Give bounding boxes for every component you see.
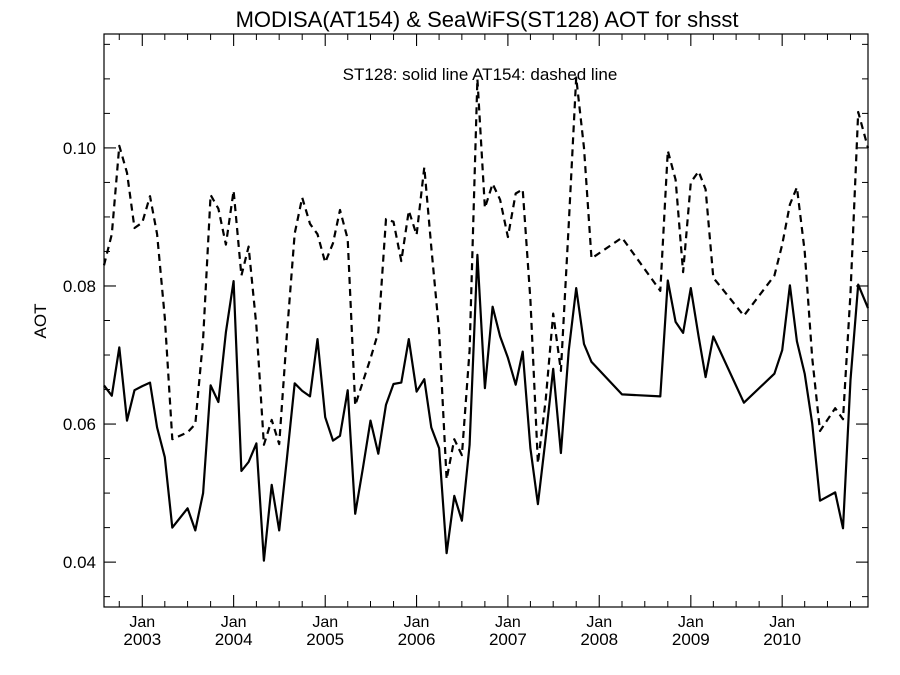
series-line-st128 <box>103 253 870 562</box>
y-axis-label: AOT <box>31 304 50 339</box>
x-tick-year-label: 2010 <box>763 630 801 649</box>
y-tick-label: 0.08 <box>63 277 96 296</box>
x-tick-month-label: Jan <box>221 614 247 631</box>
tick-labels: 0.040.060.080.10Jan2003Jan2004Jan2005Jan… <box>63 139 801 649</box>
x-tick-month-label: Jan <box>404 614 430 631</box>
x-tick-year-label: 2007 <box>489 630 527 649</box>
y-tick-label: 0.10 <box>63 139 96 158</box>
chart-title: MODISA(AT154) & SeaWiFS(ST128) AOT for s… <box>236 7 739 32</box>
x-tick-year-label: 2009 <box>672 630 710 649</box>
series-lines <box>102 76 870 562</box>
y-tick-label: 0.06 <box>63 415 96 434</box>
x-tick-month-label: Jan <box>495 614 521 631</box>
x-tick-month-label: Jan <box>586 614 612 631</box>
y-tick-label: 0.04 <box>63 553 96 572</box>
x-tick-month-label: Jan <box>769 614 795 631</box>
x-tick-year-label: 2003 <box>123 630 161 649</box>
x-tick-month-label: Jan <box>312 614 338 631</box>
x-tick-year-label: 2005 <box>306 630 344 649</box>
x-tick-month-label: Jan <box>678 614 704 631</box>
x-tick-year-label: 2006 <box>398 630 436 649</box>
x-tick-year-label: 2008 <box>580 630 618 649</box>
x-tick-month-label: Jan <box>129 614 155 631</box>
line-style-annotation: ST128: solid line AT154: dashed line <box>343 65 618 84</box>
axis-ticks <box>104 34 868 607</box>
series-line-at154 <box>102 76 870 481</box>
x-tick-year-label: 2004 <box>215 630 253 649</box>
